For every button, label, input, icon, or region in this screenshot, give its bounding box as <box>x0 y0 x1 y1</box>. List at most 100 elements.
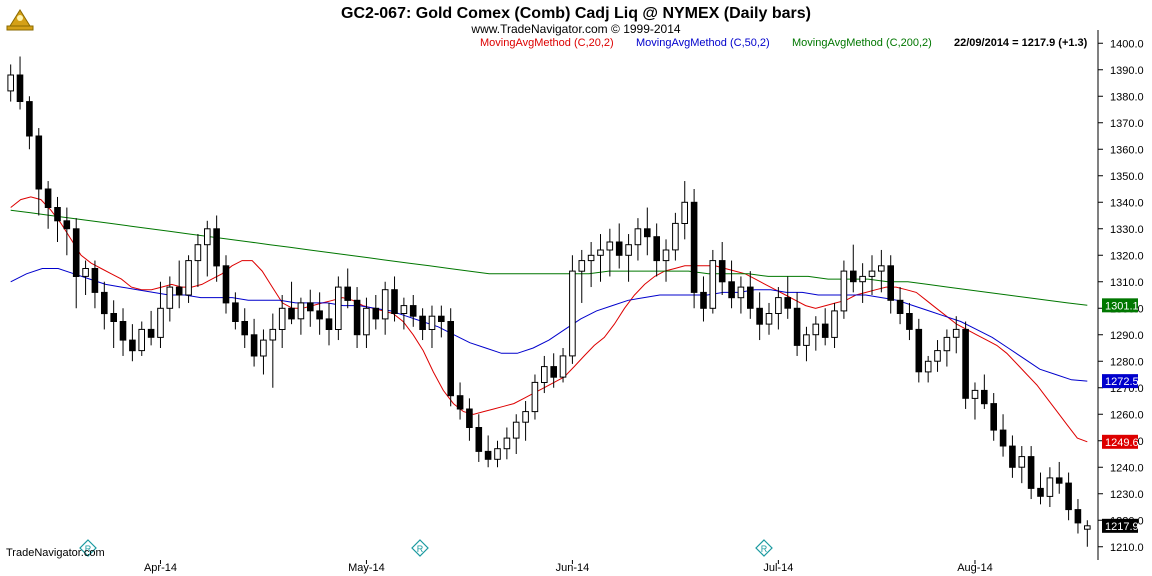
candle-body <box>868 270 876 277</box>
candle-body <box>653 236 661 262</box>
candle-body <box>850 270 857 283</box>
candle-body <box>709 260 717 309</box>
candle <box>550 353 558 388</box>
candle-body <box>1065 482 1072 511</box>
candle <box>101 281 108 330</box>
report-marker-icon[interactable]: R <box>411 539 429 557</box>
candle-body <box>728 281 735 299</box>
candle <box>147 310 155 346</box>
candle-body <box>82 268 89 277</box>
candle <box>1065 472 1072 521</box>
candle <box>372 295 380 330</box>
candle-body <box>569 270 576 357</box>
candle-body <box>372 307 380 320</box>
candlestick-series <box>7 56 1091 547</box>
candle <box>644 207 651 256</box>
candle <box>531 374 539 420</box>
legend-ma20: MovingAvgMethod (C,20,2) <box>480 37 614 49</box>
report-marker-icon[interactable]: R <box>755 539 773 557</box>
candle <box>812 316 820 351</box>
price-tag-label: 1217.9 <box>1105 521 1139 533</box>
candle-body <box>213 228 220 267</box>
candle <box>850 244 857 293</box>
candle <box>204 220 211 277</box>
candle-body <box>391 289 398 315</box>
report-marker-icon[interactable]: R <box>79 539 97 557</box>
candle <box>559 348 567 383</box>
legend-ma200: MovingAvgMethod (C,200,2) <box>792 37 932 49</box>
y-tick-label: 1240.0 <box>1110 462 1144 474</box>
x-tick-label: Jun-14 <box>556 562 590 574</box>
candle <box>288 281 295 325</box>
candle-body <box>512 421 520 439</box>
candle <box>999 414 1007 457</box>
candle <box>597 234 604 282</box>
candle <box>541 355 548 394</box>
candle-body <box>793 307 801 346</box>
candle-body <box>16 74 24 102</box>
candle-body <box>484 450 492 460</box>
candle-body <box>747 286 754 309</box>
price-tag <box>1102 298 1138 313</box>
candle-body <box>821 323 829 338</box>
candle-body <box>307 302 314 312</box>
candle-body <box>597 249 604 256</box>
candle-body <box>297 302 305 320</box>
y-tick-label: 1350.0 <box>1110 171 1144 183</box>
candle <box>91 260 99 309</box>
candle-body <box>147 328 155 338</box>
y-tick-label: 1370.0 <box>1110 118 1144 130</box>
candle-body <box>475 427 483 452</box>
candle <box>241 308 248 348</box>
candle <box>512 414 520 454</box>
candle-body <box>72 228 80 278</box>
price-tag-label: 1249.6 <box>1105 437 1139 449</box>
candle <box>363 297 370 348</box>
y-tick-label: 1310.0 <box>1110 277 1144 289</box>
candle <box>952 316 960 354</box>
candle-body <box>550 366 558 378</box>
candle-body <box>447 321 454 397</box>
candle <box>1046 467 1054 507</box>
candle <box>503 427 511 460</box>
candle-body <box>250 334 258 357</box>
candle-body <box>260 339 267 357</box>
candle-body <box>138 328 145 352</box>
candle <box>138 321 145 356</box>
candle <box>44 181 52 229</box>
candle-body <box>962 328 969 399</box>
candle-body <box>803 334 810 346</box>
candle <box>756 292 763 341</box>
candle-body <box>681 201 689 225</box>
candle <box>681 181 689 240</box>
candle-body <box>335 286 342 331</box>
candle-body <box>531 381 539 413</box>
candle-body <box>278 307 286 330</box>
candle-body <box>812 323 820 336</box>
candle <box>260 329 267 375</box>
candle <box>409 295 417 327</box>
candle <box>72 218 80 309</box>
candle <box>784 276 792 319</box>
candle <box>718 242 726 295</box>
candle <box>981 374 988 409</box>
y-tick-label: 1210.0 <box>1110 542 1144 554</box>
candle <box>728 260 735 309</box>
candle-body <box>204 228 211 246</box>
candle <box>82 260 89 295</box>
candle <box>428 305 436 348</box>
candle-body <box>756 307 763 325</box>
candle-body <box>887 265 895 301</box>
candle <box>110 300 118 348</box>
candle <box>447 308 454 407</box>
candle-body <box>1055 477 1063 484</box>
chart-subtitle: www.TradeNavigator.com © 1999-2014 <box>470 22 680 36</box>
candle <box>456 382 464 420</box>
candle <box>1018 446 1026 484</box>
candle <box>971 382 979 420</box>
candle <box>419 308 426 341</box>
candle <box>840 260 848 319</box>
candle-body <box>400 305 408 315</box>
chart-title: GC2-067: Gold Comex (Comb) Cadj Liq @ NY… <box>341 5 811 22</box>
